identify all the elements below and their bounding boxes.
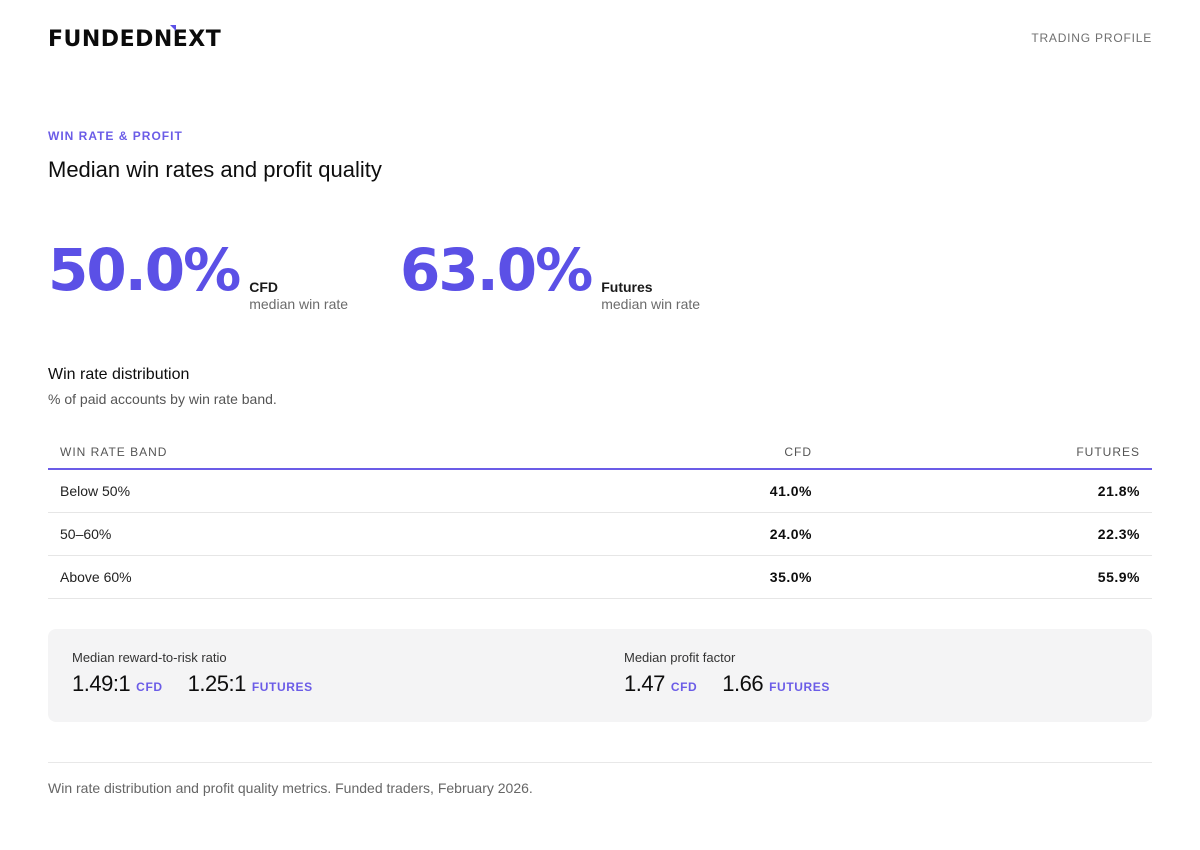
profit-factor-group: Median profit factor 1.47 CFD 1.66 FUTUR… [624,650,855,697]
distribution-title: Win rate distribution [48,366,190,383]
band-cell: 50–60% [60,526,112,542]
metric-tag-cfd: CFD [136,680,163,694]
logo-text-part2: N [153,27,173,52]
stat-futures-win-rate: 63.0% Futures median win rate [400,236,700,313]
futures-cell: 21.8% [1097,483,1140,499]
metric-value-futures: 1.25:1 [187,671,247,696]
logo-accent-icon [169,25,176,31]
table-row: 50–60% 24.0% 22.3% [48,513,1152,556]
metric-tag-futures: FUTURES [251,680,313,694]
metric-value-cfd: 1.49:1 [72,671,131,696]
table-row: Above 60% 35.0% 55.9% [48,556,1152,599]
distribution-subtitle: % of paid accounts by win rate band. [48,391,277,407]
logo-text-part1: FUNDED [48,27,154,52]
page-title: Median win rates and profit quality [48,157,382,182]
stat-key: CFD [249,279,278,295]
brand-logo: FUNDEDN EXT [48,25,222,52]
futures-cell: 22.3% [1097,526,1140,542]
metric-values: 1.49:1 CFD 1.25:1 FUTURES [72,671,338,697]
metric-label: Median reward-to-risk ratio [72,650,227,665]
win-rate-table: WIN RATE BAND CFD FUTURES Below 50% 41.0… [48,436,1152,599]
stat-caption: Futures median win rate [601,279,700,313]
stat-cfd-win-rate: 50.0% CFD median win rate [48,236,348,313]
page-label: TRADING PROFILE [1031,31,1152,45]
cfd-cell: 41.0% [769,483,812,499]
metric-tag-futures: FUTURES [769,680,830,694]
column-header-futures: FUTURES [1076,445,1140,459]
section-eyebrow: WIN RATE & PROFIT [48,129,183,143]
stat-key: Futures [601,279,653,295]
table-header: WIN RATE BAND CFD FUTURES [48,436,1152,470]
cfd-cell: 35.0% [769,569,812,585]
stat-value: 63.0% [400,236,593,304]
stat-caption: CFD median win rate [249,279,348,313]
stat-sub: median win rate [249,296,349,312]
footer-divider [48,762,1152,763]
profit-quality-panel: Median reward-to-risk ratio 1.49:1 CFD 1… [48,629,1152,722]
metric-values: 1.47 CFD 1.66 FUTURES [624,671,855,697]
metric-value-cfd: 1.47 [624,671,665,696]
band-cell: Above 60% [60,569,132,585]
stat-sub: median win rate [601,296,701,312]
band-cell: Below 50% [60,483,131,499]
column-header-band: WIN RATE BAND [60,445,168,459]
reward-to-risk-group: Median reward-to-risk ratio 1.49:1 CFD 1… [72,650,338,697]
cfd-cell: 24.0% [769,526,812,542]
futures-cell: 55.9% [1097,569,1140,585]
logo-text-part3: EXT [172,27,222,52]
table-row: Below 50% 41.0% 21.8% [48,470,1152,513]
column-header-cfd: CFD [784,445,812,459]
metric-label: Median profit factor [624,650,736,665]
footer-note: Win rate distribution and profit quality… [48,780,533,796]
metric-value-futures: 1.66 [722,671,764,696]
metric-tag-cfd: CFD [670,680,698,694]
stat-value: 50.0% [48,236,241,304]
logo-n-mark: N [153,25,176,52]
